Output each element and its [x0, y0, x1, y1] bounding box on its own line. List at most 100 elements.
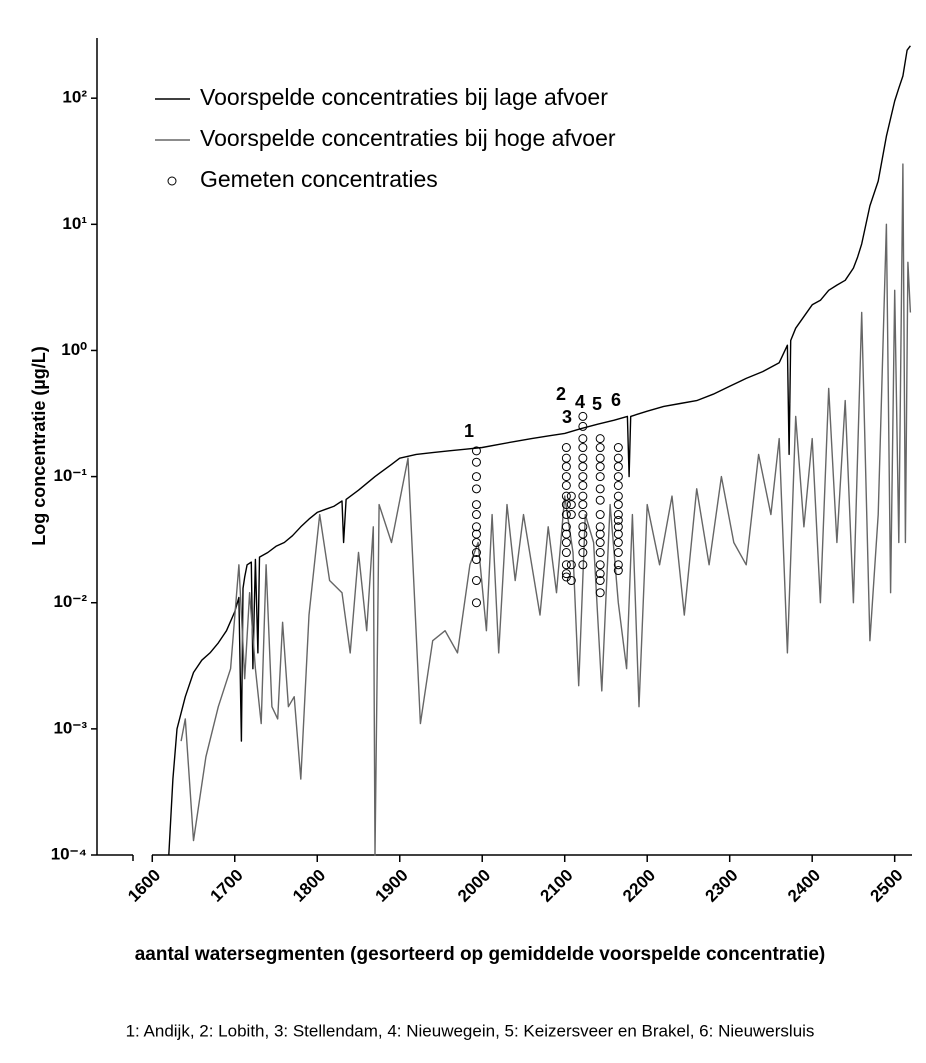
- data-point: [595, 560, 605, 570]
- x-tick-label: 1700: [207, 866, 247, 906]
- data-point: [561, 462, 571, 472]
- y-axis-label: Log concentratie (µg/L): [29, 346, 49, 545]
- y-tick-label: 10²: [62, 88, 87, 107]
- data-point: [613, 522, 623, 532]
- data-point: [613, 491, 623, 501]
- data-point: [613, 548, 623, 558]
- data-point: [471, 522, 481, 532]
- data-point: [595, 538, 605, 548]
- data-point: [566, 491, 576, 501]
- data-point: [561, 472, 571, 482]
- data-point: [578, 491, 588, 501]
- data-point: [613, 462, 623, 472]
- data-point: [471, 598, 481, 608]
- data-point: [566, 576, 576, 586]
- data-point: [595, 510, 605, 520]
- data-point: [595, 484, 605, 494]
- y-tick-label: 10⁰: [61, 340, 87, 359]
- data-point: [613, 443, 623, 453]
- data-point: [561, 569, 571, 579]
- x-tick-label: 1900: [372, 866, 412, 906]
- data-point: [566, 510, 576, 520]
- data-point: [595, 434, 605, 444]
- legend-label: Voorspelde concentraties bij lage afvoer: [200, 84, 608, 110]
- data-point: [613, 515, 623, 525]
- data-point: [613, 453, 623, 463]
- data-point: [595, 576, 605, 586]
- data-point: [561, 560, 571, 570]
- data-point: [471, 510, 481, 520]
- data-point: [566, 560, 576, 570]
- x-tick-label: 2000: [454, 866, 494, 906]
- data-point: [578, 453, 588, 463]
- y-tick-label: 10¹: [62, 214, 87, 233]
- data-point: [595, 588, 605, 598]
- data-point: [471, 555, 481, 565]
- data-point: [561, 529, 571, 539]
- x-tick-label: 1800: [289, 866, 329, 906]
- data-point: [578, 538, 588, 548]
- x-tick-label: 2300: [702, 866, 742, 906]
- data-point: [595, 548, 605, 558]
- y-tick-label: 10⁻¹: [53, 466, 87, 485]
- data-point: [561, 453, 571, 463]
- x-tick-label: 2100: [537, 866, 577, 906]
- annotation: 3: [562, 407, 572, 427]
- x-tick-label: 2500: [866, 866, 906, 906]
- data-point: [471, 446, 481, 456]
- y-tick-label: 10⁻³: [53, 718, 87, 737]
- data-point: [471, 548, 481, 558]
- data-point: [578, 529, 588, 539]
- data-point: [578, 500, 588, 510]
- data-point: [578, 421, 588, 431]
- annotation: 1: [464, 421, 474, 441]
- legend-label: Voorspelde concentraties bij hoge afvoer: [200, 125, 616, 151]
- footnote: 1: Andijk, 2: Lobith, 3: Stellendam, 4: …: [126, 1021, 815, 1040]
- data-point: [595, 529, 605, 539]
- data-point: [561, 548, 571, 558]
- data-point: [595, 495, 605, 505]
- data-point: [561, 510, 571, 520]
- data-point: [595, 522, 605, 532]
- y-tick-label: 10⁻²: [53, 592, 87, 611]
- data-point: [613, 500, 623, 510]
- data-point: [561, 522, 571, 532]
- annotation: 5: [592, 394, 602, 414]
- data-point: [471, 529, 481, 539]
- data-point: [578, 472, 588, 482]
- annotation: 4: [575, 392, 585, 412]
- data-point: [613, 472, 623, 482]
- data-point: [578, 411, 588, 421]
- data-point: [471, 500, 481, 510]
- data-point: [595, 569, 605, 579]
- data-point: [471, 457, 481, 467]
- legend-label: Gemeten concentraties: [200, 166, 438, 192]
- data-point: [578, 510, 588, 520]
- series-line: [168, 45, 911, 856]
- data-point: [578, 560, 588, 570]
- data-point: [595, 453, 605, 463]
- annotation: 6: [611, 390, 621, 410]
- data-point: [613, 510, 623, 520]
- data-point: [471, 538, 481, 548]
- legend-marker: [167, 176, 177, 186]
- data-point: [561, 538, 571, 548]
- data-point: [578, 443, 588, 453]
- data-point: [578, 462, 588, 472]
- data-point: [595, 443, 605, 453]
- x-axis-label: aantal watersegmenten (gesorteerd op gem…: [135, 944, 826, 965]
- data-point: [471, 484, 481, 494]
- data-point: [613, 480, 623, 490]
- data-point: [578, 434, 588, 444]
- data-point: [578, 522, 588, 532]
- data-point: [595, 462, 605, 472]
- data-point: [595, 472, 605, 482]
- data-point: [566, 500, 576, 510]
- data-point: [613, 529, 623, 539]
- data-point: [613, 560, 623, 570]
- data-point: [561, 443, 571, 453]
- data-point: [561, 480, 571, 490]
- x-tick-label: 2200: [619, 866, 659, 906]
- data-point: [471, 576, 481, 586]
